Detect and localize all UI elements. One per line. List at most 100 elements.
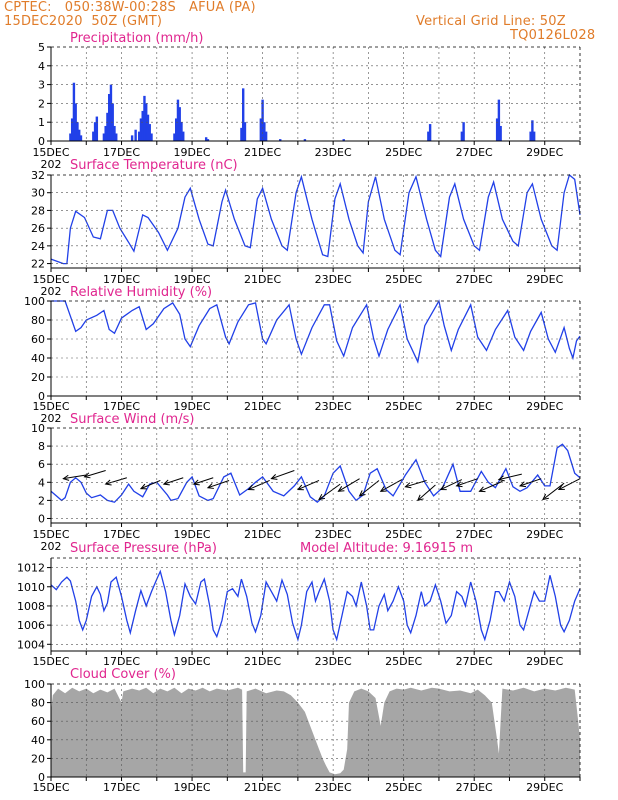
- wind-arrowhead: [497, 475, 505, 482]
- precip-bar: [134, 129, 137, 141]
- rh-panel: [47, 299, 581, 400]
- wind-arrowhead: [62, 474, 70, 481]
- wind-vector: [140, 480, 161, 490]
- precip-bar: [531, 120, 534, 141]
- precip-bar: [115, 133, 118, 141]
- y-tick-label: 0: [38, 512, 45, 525]
- x-tick-sublabel: 202: [41, 285, 62, 298]
- precip-bar: [148, 124, 151, 141]
- precip-bar: [174, 118, 178, 141]
- wind-arrowhead: [270, 474, 278, 480]
- wind-arrowhead: [439, 484, 447, 491]
- precip-bar: [462, 122, 465, 141]
- wind-vector: [84, 470, 106, 478]
- x-tick-label: 23DEC: [315, 146, 352, 159]
- x-tick-label: 25DEC: [385, 655, 422, 668]
- precip-bar: [173, 133, 176, 141]
- x-tick-label: 27DEC: [456, 400, 493, 413]
- precip-bar: [178, 107, 181, 141]
- y-tick-label: 80: [31, 697, 45, 710]
- y-tick-label: 30: [31, 187, 45, 200]
- x-tick-label: 23DEC: [315, 400, 352, 413]
- x-tick-label: 15DEC: [32, 781, 69, 794]
- pres-title: Surface Pressure (hPa): [70, 541, 217, 556]
- precip-bar: [529, 131, 532, 141]
- precip-bar: [242, 88, 245, 141]
- precip-bar: [139, 118, 143, 141]
- y-tick-label: 2: [38, 494, 45, 507]
- y-tick-label: 28: [31, 204, 45, 217]
- precip-bar: [78, 129, 81, 141]
- precip-bar: [143, 95, 146, 141]
- x-tick-label: 21DEC: [244, 400, 281, 413]
- x-tick-label: 15DEC: [32, 400, 69, 413]
- x-tick-label: 19DEC: [174, 655, 211, 668]
- precip-bar: [107, 94, 111, 141]
- rh-title: Relative Humidity (%): [70, 285, 212, 300]
- header-model: TQ0126L028: [510, 28, 596, 43]
- x-tick-label: 19DEC: [174, 146, 211, 159]
- wind-vector: [207, 480, 230, 489]
- x-tick-label: 29DEC: [526, 146, 563, 159]
- y-tick-label: 1012: [17, 562, 45, 575]
- precip-bar: [130, 135, 134, 141]
- precip-bar: [150, 133, 153, 141]
- y-tick-label: 60: [31, 715, 45, 728]
- y-tick-label: 10: [31, 422, 45, 435]
- header-date: 15DEC2020 50Z (GMT): [4, 14, 163, 29]
- y-tick-label: 1008: [17, 600, 45, 613]
- x-tick-label: 27DEC: [456, 528, 493, 541]
- wind-arrowhead: [404, 482, 412, 489]
- wind-arrowhead: [104, 479, 112, 486]
- wind-arrowhead: [162, 479, 170, 486]
- y-tick-label: 1010: [17, 581, 45, 594]
- x-tick-label: 29DEC: [526, 655, 563, 668]
- wind-vector: [297, 480, 320, 490]
- y-tick-label: 24: [31, 240, 45, 253]
- temp-panel: [47, 173, 581, 272]
- x-tick-label: 21DEC: [244, 781, 281, 794]
- precip-bar: [102, 133, 106, 141]
- x-tick-label: 15DEC: [32, 655, 69, 668]
- x-tick-sublabel: 202: [41, 412, 62, 425]
- precip-bar: [240, 127, 243, 141]
- x-tick-label: 23DEC: [315, 655, 352, 668]
- x-tick-label: 17DEC: [103, 528, 140, 541]
- wind-vector: [417, 484, 436, 501]
- wind-vector: [193, 477, 214, 485]
- precip-bar: [176, 99, 180, 141]
- x-tick-label: 15DEC: [32, 528, 69, 541]
- x-tick-sublabel: 202: [41, 540, 62, 553]
- wind-arrowhead: [192, 479, 200, 486]
- precip-bar: [428, 124, 432, 141]
- precip-bar: [264, 131, 268, 141]
- wind-vector: [318, 483, 341, 500]
- wind-vector: [63, 474, 87, 480]
- y-tick-label: 20: [31, 752, 45, 765]
- x-tick-label: 27DEC: [456, 655, 493, 668]
- wind-title: Surface Wind (m/s): [70, 412, 194, 427]
- x-tick-label: 21DEC: [244, 528, 281, 541]
- precip-bar: [141, 110, 144, 141]
- x-tick-label: 27DEC: [456, 781, 493, 794]
- y-tick-label: 26: [31, 222, 45, 235]
- x-tick-label: 17DEC: [103, 400, 140, 413]
- precip-bar: [263, 122, 266, 141]
- pres-annotation: Model Altitude: 9.16915 m: [300, 541, 473, 556]
- precip-bar: [279, 139, 282, 141]
- y-tick-label: 60: [31, 333, 45, 346]
- precip-bar: [342, 139, 345, 141]
- cloud-area: [51, 687, 580, 777]
- precip-bar: [259, 118, 263, 141]
- precip-bar: [95, 116, 99, 141]
- wind-arrowhead: [139, 483, 147, 490]
- pres-panel: [47, 557, 581, 655]
- cloud-panel: [47, 683, 581, 781]
- x-tick-label: 29DEC: [526, 400, 563, 413]
- precip-bar: [69, 133, 72, 141]
- precip-bar: [303, 139, 307, 141]
- precip-bar: [72, 82, 76, 141]
- x-tick-label: 19DEC: [174, 781, 211, 794]
- wind-panel: [47, 427, 581, 527]
- wind-arrowhead: [247, 484, 255, 491]
